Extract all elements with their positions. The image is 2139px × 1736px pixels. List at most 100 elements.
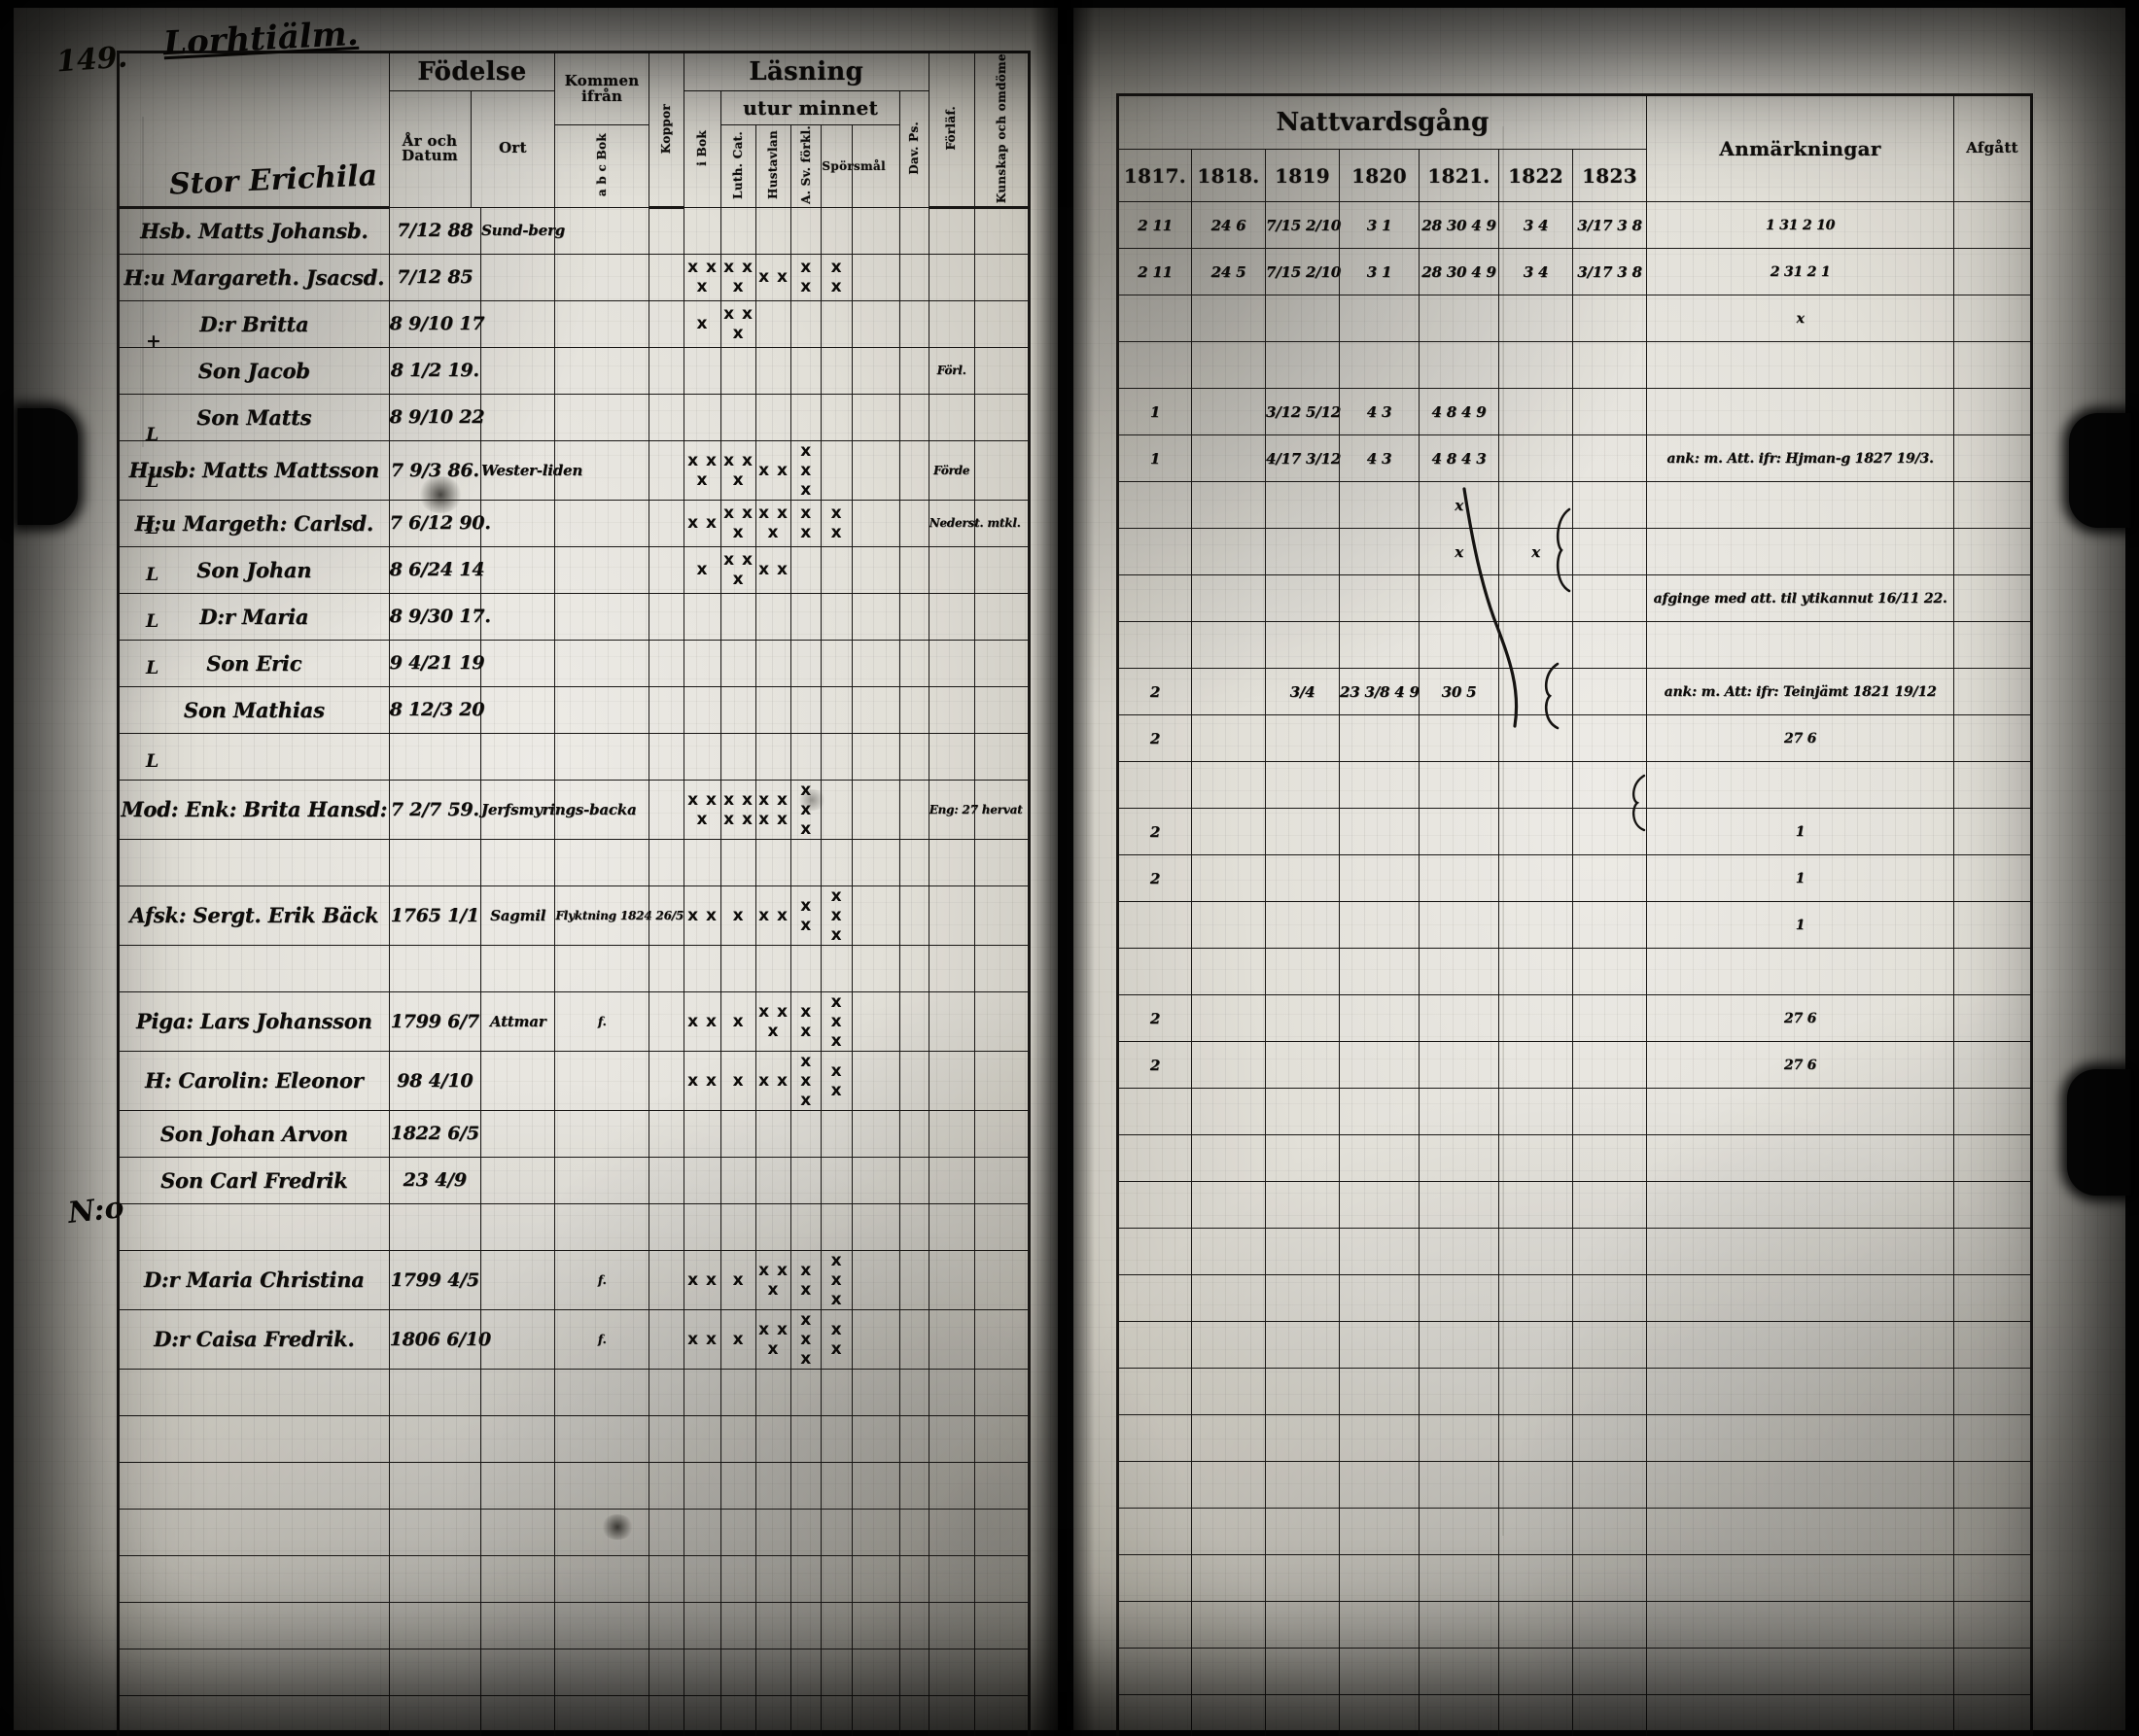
cell-communion-1817[interactable] xyxy=(1116,481,1192,529)
cell-empty[interactable] xyxy=(720,1508,757,1556)
cell-a-sv-forkl[interactable]: x x xyxy=(821,253,853,301)
cell-communion-1819[interactable] xyxy=(1265,1041,1340,1089)
cell-communion-1819[interactable] xyxy=(1265,948,1340,995)
cell-empty[interactable] xyxy=(1498,1461,1573,1509)
cell-communion-1823[interactable] xyxy=(1571,481,1648,529)
cell-birth-date[interactable]: 9 4/21 19 xyxy=(388,639,484,687)
cell-empty[interactable] xyxy=(648,1601,684,1649)
cell-communion-1821[interactable] xyxy=(1419,574,1499,622)
cell-communion-1822[interactable] xyxy=(1498,481,1573,529)
cell-empty[interactable] xyxy=(720,1601,757,1649)
cell-communion-1821[interactable] xyxy=(1419,295,1499,342)
cell-i-bok[interactable] xyxy=(683,685,722,734)
cell-communion-1820[interactable] xyxy=(1339,761,1420,809)
cell-communion-1822[interactable] xyxy=(1498,901,1573,949)
cell-communion-1822[interactable] xyxy=(1498,948,1573,995)
cell-forlaf[interactable] xyxy=(928,1249,975,1310)
cell-kommen-ifran[interactable] xyxy=(554,1156,649,1204)
cell-empty[interactable] xyxy=(1646,1321,1955,1369)
cell-empty[interactable] xyxy=(388,1694,481,1736)
cell-communion-1817[interactable] xyxy=(1116,295,1192,342)
cell-luth-cat[interactable]: x x x x xyxy=(755,779,791,840)
cell-empty[interactable] xyxy=(1498,1601,1573,1649)
cell-empty[interactable] xyxy=(1265,1274,1340,1322)
cell-kunskap-omdome[interactable] xyxy=(973,1202,1032,1251)
cell-koppor[interactable] xyxy=(648,685,684,734)
cell-empty[interactable] xyxy=(1571,1414,1648,1462)
cell-empty[interactable] xyxy=(1339,1274,1420,1322)
cell-a-sv-forkl[interactable]: x x xyxy=(821,499,853,547)
table-row[interactable] xyxy=(117,1202,1032,1251)
cell-a-sv-forkl[interactable]: x x x xyxy=(821,1249,853,1310)
cell-communion-1818[interactable] xyxy=(1191,1088,1266,1135)
cell-person-name[interactable]: D:r Britta xyxy=(117,299,390,348)
cell-dav-ps[interactable] xyxy=(899,439,929,501)
table-row[interactable] xyxy=(1116,1228,2034,1275)
table-row-empty[interactable] xyxy=(1116,1414,2034,1462)
cell-empty[interactable] xyxy=(720,1648,757,1696)
cell-afgatt[interactable] xyxy=(1953,668,2034,715)
cell-i-bok[interactable]: x x xyxy=(683,990,722,1052)
cell-abc-bok[interactable] xyxy=(720,1156,757,1204)
cell-anmarkningar[interactable]: 1 xyxy=(1646,854,1955,902)
cell-hustavlan[interactable] xyxy=(789,685,823,734)
cell-kunskap-omdome[interactable] xyxy=(973,346,1032,395)
table-row-empty[interactable] xyxy=(1116,1601,2034,1649)
cell-i-bok[interactable]: x xyxy=(683,299,722,348)
cell-kommen-ifran[interactable] xyxy=(554,393,649,441)
cell-hustavlan[interactable] xyxy=(789,732,823,781)
cell-empty[interactable] xyxy=(973,1414,1032,1463)
cell-luth-cat[interactable] xyxy=(755,1109,791,1158)
cell-kunskap-omdome[interactable] xyxy=(973,1156,1032,1204)
cell-empty[interactable] xyxy=(1646,1368,1955,1415)
cell-koppor[interactable] xyxy=(648,592,684,641)
cell-dav-ps[interactable] xyxy=(899,1156,929,1204)
table-row[interactable]: D:r Maria Christina 1799 4/5 f. x x x x x x x … xyxy=(117,1249,1032,1310)
cell-communion-1819[interactable] xyxy=(1265,341,1340,389)
table-row[interactable]: D:r Britta 8 9/10 17 x x x x xyxy=(117,299,1032,348)
cell-empty[interactable] xyxy=(928,1461,975,1510)
cell-empty[interactable] xyxy=(1419,1368,1499,1415)
cell-communion-1819[interactable] xyxy=(1265,481,1340,529)
cell-dav-ps[interactable] xyxy=(899,206,929,255)
cell-hustavlan[interactable] xyxy=(789,1156,823,1204)
cell-kommen-ifran[interactable]: f. xyxy=(554,990,649,1052)
cell-afgatt[interactable] xyxy=(1953,948,2034,995)
cell-communion-1822[interactable] xyxy=(1498,808,1573,855)
cell-afgatt[interactable] xyxy=(1953,388,2034,435)
table-row-empty[interactable] xyxy=(117,1414,1032,1463)
cell-afgatt[interactable] xyxy=(1953,481,2034,529)
cell-communion-1823[interactable]: 3/17 3 8 xyxy=(1571,248,1648,295)
cell-koppor[interactable] xyxy=(648,779,684,840)
cell-communion-1817[interactable]: 2 xyxy=(1116,714,1192,762)
cell-communion-1822[interactable] xyxy=(1498,1134,1573,1182)
cell-empty[interactable] xyxy=(928,1368,975,1416)
cell-anmarkningar[interactable]: 27 6 xyxy=(1646,994,1955,1042)
cell-abc-bok[interactable] xyxy=(720,346,757,395)
cell-hustavlan[interactable]: x x x xyxy=(789,779,823,840)
cell-communion-1818[interactable] xyxy=(1191,341,1266,389)
cell-birth-place[interactable]: Wester-liden xyxy=(479,439,582,501)
cell-communion-1821[interactable]: 28 30 4 9 xyxy=(1419,248,1499,295)
cell-i-bok[interactable] xyxy=(683,1109,722,1158)
cell-dav-ps[interactable] xyxy=(899,499,929,547)
cell-i-bok[interactable]: x x xyxy=(683,885,722,946)
cell-empty[interactable] xyxy=(648,1554,684,1603)
cell-empty[interactable] xyxy=(821,1508,853,1556)
cell-birth-place[interactable] xyxy=(479,499,556,547)
cell-abc-bok[interactable] xyxy=(720,639,757,687)
cell-empty[interactable] xyxy=(683,1648,722,1696)
cell-communion-1818[interactable] xyxy=(1191,621,1266,669)
cell-communion-1817[interactable] xyxy=(1116,1088,1192,1135)
cell-koppor[interactable] xyxy=(648,1249,684,1310)
table-row[interactable]: Son Eric 9 4/21 19 xyxy=(117,639,1032,687)
cell-dav-ps[interactable] xyxy=(899,1249,929,1310)
table-row[interactable] xyxy=(1116,1134,2034,1182)
cell-empty[interactable] xyxy=(851,1461,901,1510)
cell-empty[interactable] xyxy=(928,1601,975,1649)
cell-dav-ps[interactable] xyxy=(899,944,929,992)
cell-empty[interactable] xyxy=(851,1601,901,1649)
cell-afgatt[interactable] xyxy=(1953,574,2034,622)
cell-empty[interactable] xyxy=(1571,1274,1648,1322)
